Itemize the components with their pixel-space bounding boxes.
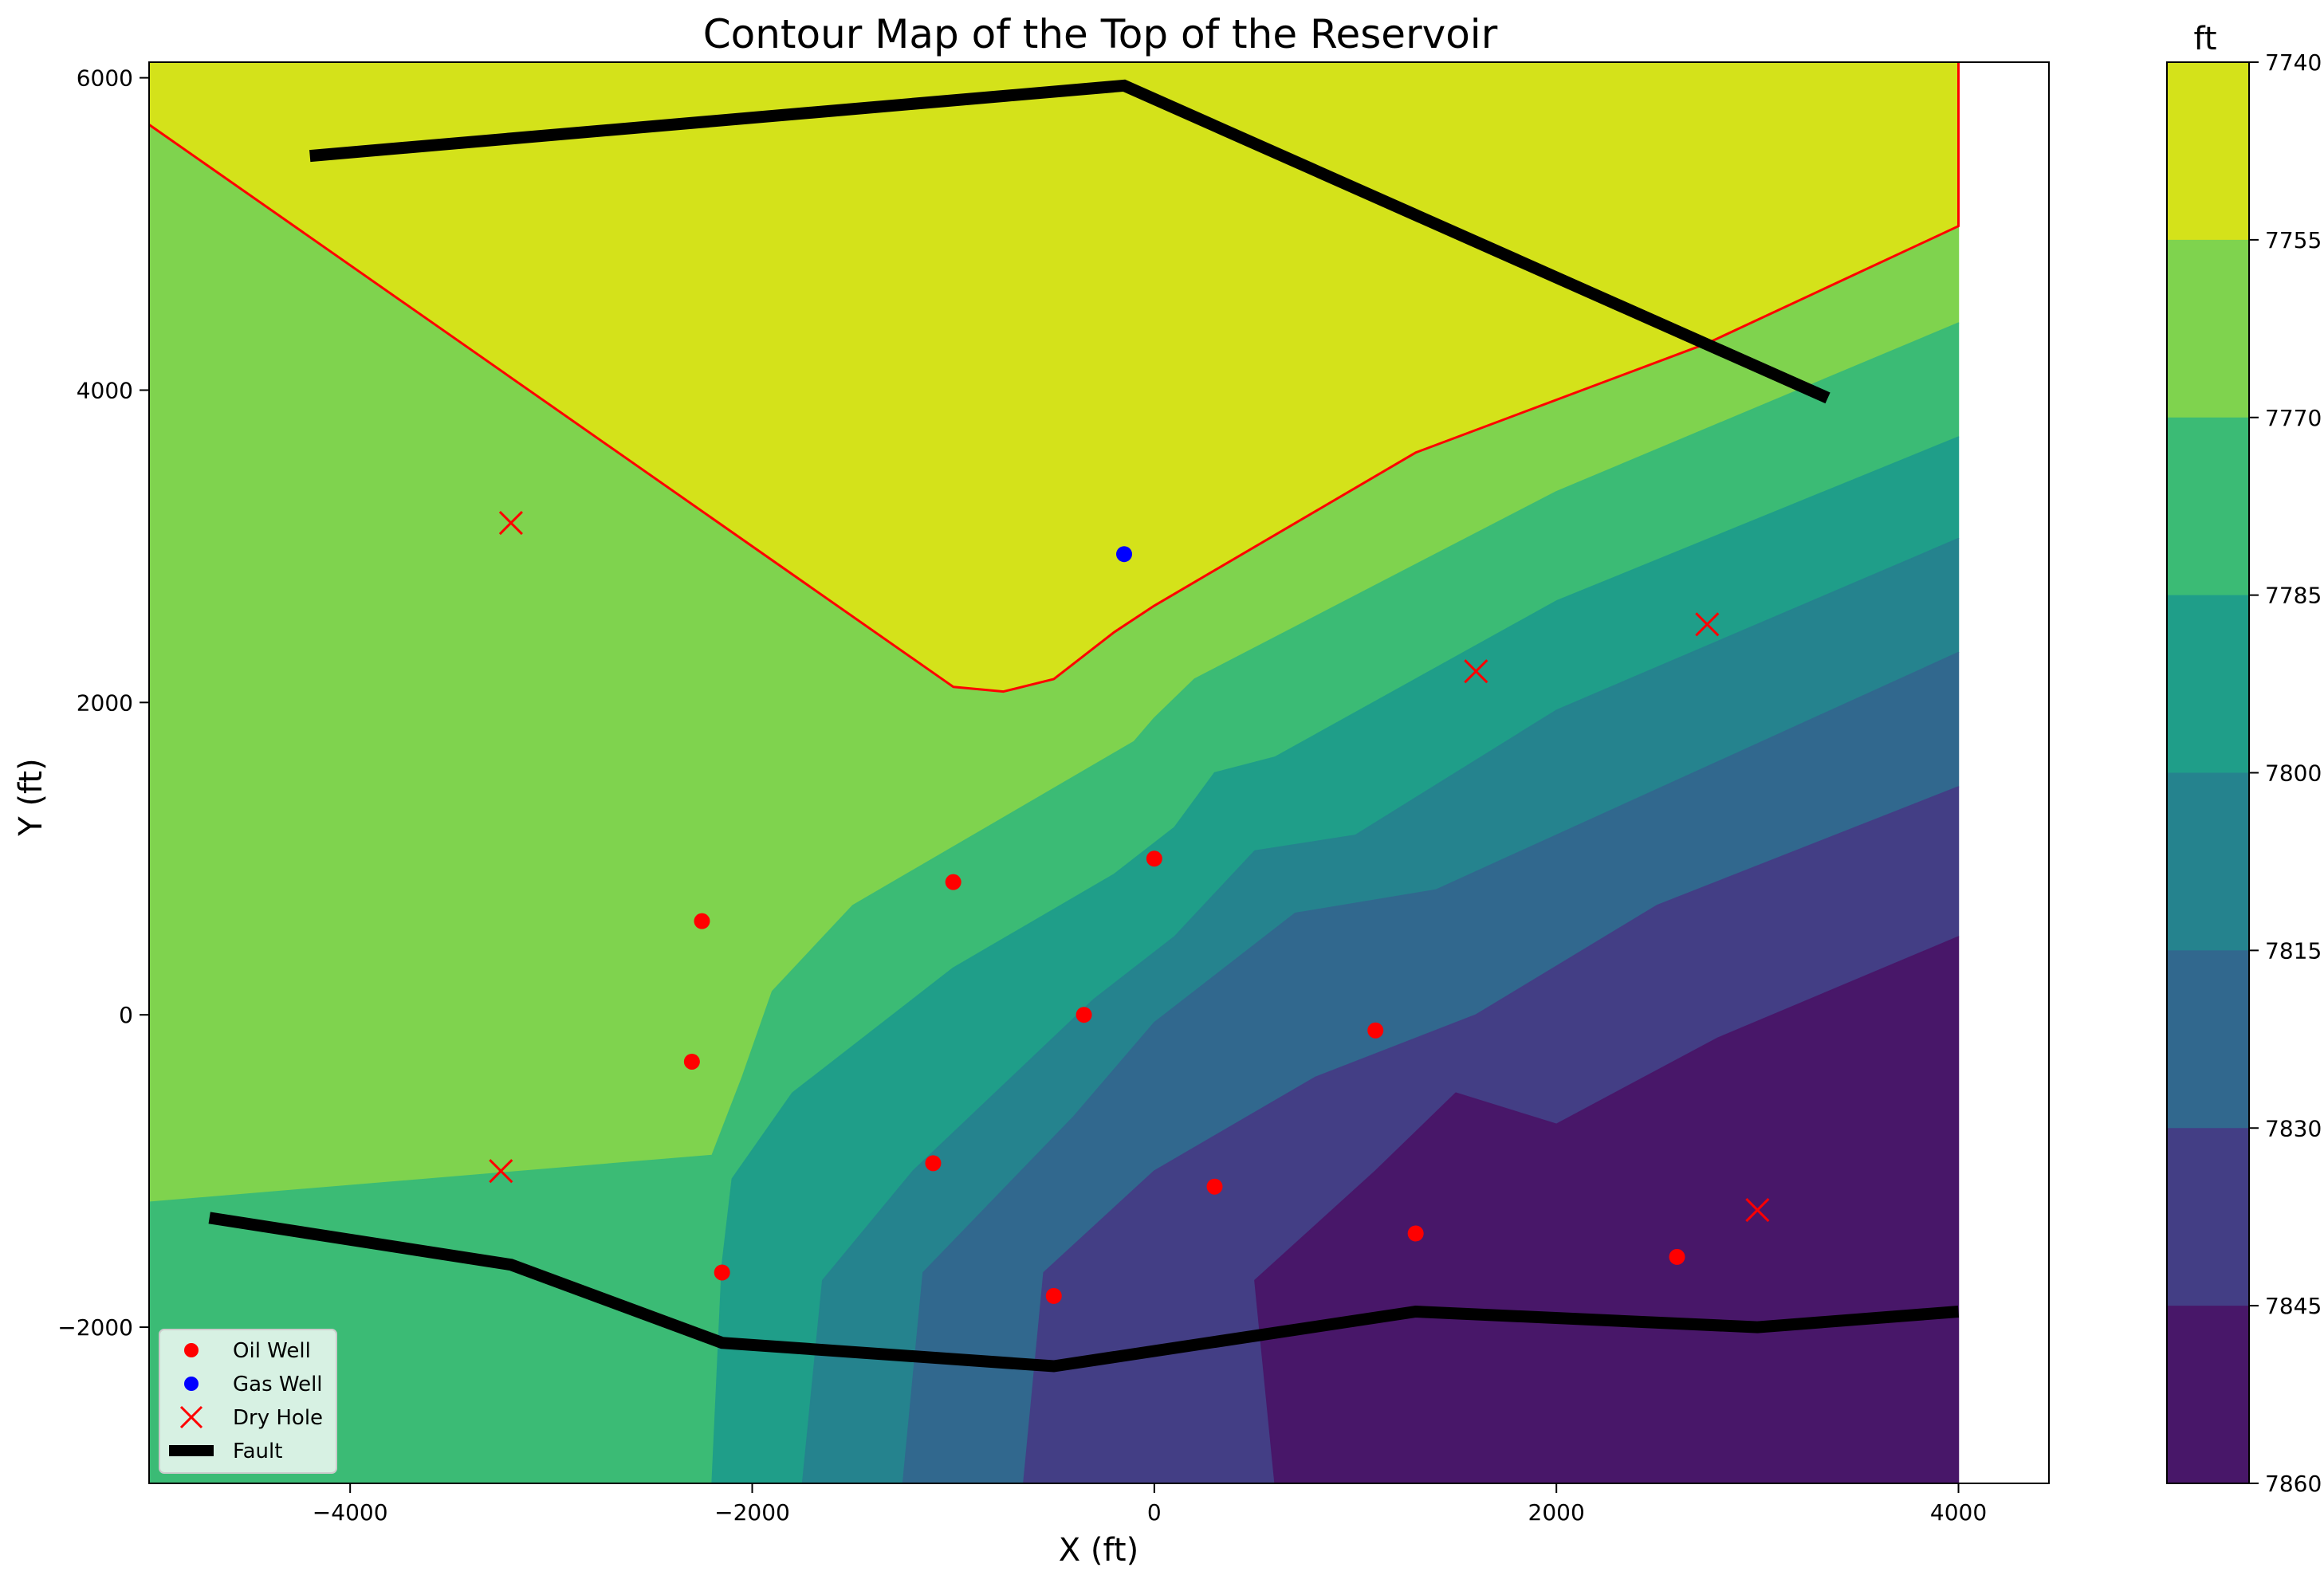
chart-title: Contour Map of the Top of the Reservoir	[703, 11, 1498, 57]
y-axis-label: Y (ft)	[13, 758, 49, 836]
oil-well-marker-11	[1669, 1248, 1685, 1265]
dry-hole-marker-4	[1745, 1198, 1770, 1223]
oil-well-marker-1	[945, 874, 961, 890]
dry-hole-marker-0	[498, 510, 523, 536]
colorbar-segment-0	[2167, 62, 2249, 241]
gas-well-marker-0	[1116, 546, 1133, 563]
oil-well-legend-marker	[184, 1343, 199, 1357]
x-axis-label: X (ft)	[1059, 1532, 1138, 1569]
colorbar-segment-1	[2167, 239, 2249, 418]
colorbar-segment-2	[2167, 417, 2249, 596]
plot-frame	[148, 61, 2050, 1484]
oil-well-marker-3	[683, 1053, 700, 1070]
colorbar-tick-label: 7845	[2265, 1293, 2322, 1319]
legend-label: Fault	[233, 1440, 282, 1463]
colorbar-tick-label: 7860	[2265, 1471, 2322, 1497]
contour-band-7	[1254, 936, 1960, 1483]
fault-line-1	[208, 1212, 1960, 1373]
x-tick-label: 4000	[1930, 1499, 1987, 1526]
colorbar-segment-4	[2167, 772, 2249, 951]
oil-well-marker-0	[694, 913, 710, 929]
colorbar-segment-6	[2167, 1128, 2249, 1306]
y-axis-ticks: −2000 0 2000 4000 6000	[57, 65, 149, 1341]
x-tick-label: 2000	[1528, 1499, 1585, 1526]
colorbar-tick-label: 7785	[2265, 583, 2322, 609]
colorbar: 7740 7755 7770 7785 7800 7815 7830 7845 7860	[2166, 49, 2322, 1497]
oil-well-marker-8	[714, 1264, 730, 1281]
colorbar-tick-label: 7815	[2265, 937, 2322, 964]
oil-well-marker-9	[1045, 1287, 1062, 1304]
legend: Oil Well Gas Well Dry Hole Fault	[159, 1329, 337, 1474]
colorbar-tick-label: 7755	[2265, 227, 2322, 253]
x-axis-ticks: −4000 −2000 0 2000 4000	[313, 1483, 1987, 1526]
colorbar-label: ft	[2193, 21, 2216, 57]
boundary-line	[149, 62, 1960, 693]
oil-well-marker-10	[1407, 1225, 1424, 1242]
oil-well-marker-7	[1206, 1178, 1223, 1195]
colorbar-tick-label: 7830	[2265, 1115, 2322, 1141]
gas-well-legend-marker	[184, 1377, 199, 1391]
colorbar-tick-label: 7740	[2265, 49, 2322, 76]
y-tick-label: 0	[119, 1002, 133, 1028]
x-tick-label: −4000	[313, 1499, 388, 1526]
oil-well-marker-4	[1075, 1007, 1092, 1023]
contour-bands	[149, 62, 1960, 1483]
dry-hole-marker-3	[1695, 612, 1720, 637]
x-tick-label: −2000	[714, 1499, 790, 1526]
colorbar-segment-7	[2167, 1306, 2249, 1484]
legend-label: Oil Well	[233, 1339, 311, 1363]
colorbar-segment-3	[2167, 595, 2249, 773]
dry-hole-legend-marker	[179, 1405, 203, 1429]
colorbar-tick-label: 7770	[2265, 405, 2322, 431]
legend-label: Gas Well	[233, 1373, 323, 1396]
dry-hole-marker-1	[489, 1159, 513, 1184]
plot-overlay	[149, 62, 1960, 1373]
fault-line-0	[309, 79, 1830, 404]
dry-hole-marker-2	[1464, 659, 1488, 684]
x-tick-label: 0	[1147, 1499, 1162, 1526]
legend-box	[159, 1329, 337, 1474]
legend-label: Dry Hole	[233, 1406, 323, 1430]
colorbar-tick-label: 7800	[2265, 760, 2322, 787]
y-tick-label: 6000	[77, 65, 133, 92]
oil-well-marker-6	[925, 1155, 942, 1172]
colorbar-segment-5	[2167, 950, 2249, 1129]
oil-well-marker-2	[1146, 850, 1162, 867]
y-tick-label: −2000	[57, 1314, 133, 1341]
y-tick-label: 4000	[77, 377, 133, 403]
oil-well-marker-5	[1367, 1022, 1384, 1039]
y-tick-label: 2000	[77, 689, 133, 716]
